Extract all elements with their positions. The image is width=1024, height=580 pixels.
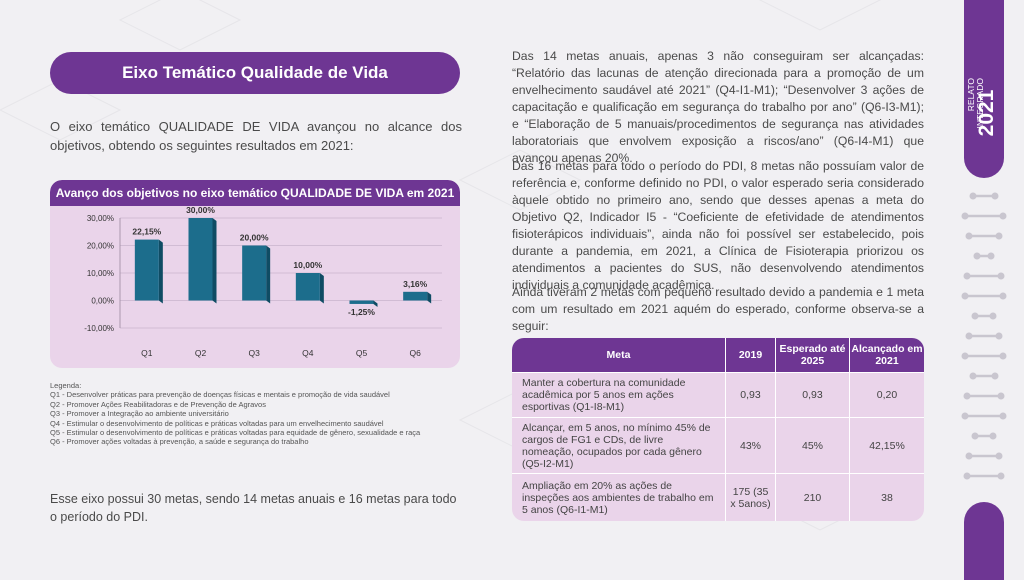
paragraph-pandemic-goals: Ainda tiveram 2 metas com pequeno result…: [512, 285, 924, 333]
y-tick-label: 10,00%: [87, 269, 114, 278]
legend-item-q4: Q4 - Estimular o desenvolvimento de polí…: [50, 418, 384, 428]
cell-meta: Alcançar, em 5 anos, no mínimo 45% de ca…: [512, 417, 726, 473]
sidebar-integrado: INTEGRADO: [975, 78, 985, 129]
bar-q4: [295, 273, 320, 301]
y-tick-label: 0,00%: [91, 297, 114, 306]
legend-item-q5: Q5 - Estimular o desenvolvimento de polí…: [50, 428, 421, 438]
bar-side: [266, 245, 271, 304]
paragraph-pdi-goals: Das 16 metas para todo o período do PDI,…: [512, 159, 924, 292]
legend-item-q2: Q2 - Promover Ações Reabilitadoras e de …: [50, 399, 266, 409]
bar-q5: [349, 300, 374, 304]
legend-item-q1: Q1 - Desenvolver práticas para prevenção…: [50, 390, 390, 400]
legend-item-q3: Q3 - Promover a Integração ao ambiente u…: [50, 409, 229, 419]
sidebar-bottom-tab: [964, 502, 1004, 580]
cell-alcancado: 38: [850, 473, 924, 521]
bar-side: [212, 218, 217, 304]
header-alcancado: Alcançado em 2021: [850, 338, 924, 372]
data-label: -1,25%: [348, 307, 375, 317]
cell-alcancado: 42,15%: [850, 417, 924, 473]
dna-helix-decoration: [961, 192, 1007, 480]
data-label: 22,15%: [132, 227, 161, 237]
chart-legend: Legenda: Q1 - Desenvolver práticas para …: [50, 381, 470, 447]
header-meta: Meta: [512, 338, 726, 372]
paragraph-annual-goals: Das 14 metas anuais, apenas 3 não conseg…: [512, 49, 924, 165]
bar-side: [319, 273, 324, 304]
bar-side: [373, 300, 378, 307]
cell-meta: Ampliação em 20% as ações de inspeções a…: [512, 473, 726, 521]
table-row: Ampliação em 20% as ações de inspeções a…: [512, 473, 924, 521]
data-label: 30,00%: [186, 206, 215, 215]
y-tick-label: -10,00%: [84, 324, 114, 333]
data-label: 20,00%: [240, 233, 269, 243]
cell-esperado: 45%: [776, 417, 850, 473]
cell-alcancado: 0,20: [850, 372, 924, 417]
cell-2019: 0,93: [726, 372, 776, 417]
x-tick-label: Q5: [356, 348, 368, 358]
bar-q6: [403, 291, 428, 301]
x-tick-label: Q4: [302, 348, 314, 358]
header-2019: 2019: [726, 338, 776, 372]
closing-paragraph: Esse eixo possui 30 metas, sendo 14 meta…: [50, 492, 457, 524]
x-tick-label: Q2: [195, 348, 207, 358]
bar-q1: [134, 239, 159, 301]
sidebar-top-tab: [964, 0, 1004, 178]
cell-2019: 43%: [726, 417, 776, 473]
cell-2019: 175 (35 x 5anos): [726, 473, 776, 521]
x-tick-label: Q1: [141, 348, 153, 358]
cell-esperado: 210: [776, 473, 850, 521]
cell-esperado: 0,93: [776, 372, 850, 417]
cell-meta: Manter a cobertura na comunidade acadêmi…: [512, 372, 726, 417]
data-label: 10,00%: [293, 260, 322, 270]
bar-side: [158, 239, 163, 304]
section-title: Eixo Temático Qualidade de Vida: [50, 52, 460, 94]
legend-item-q6: Q6 - Promover ações voltadas à prevenção…: [50, 437, 309, 447]
chart-card: Avanço dos objetivos no eixo temático QU…: [50, 180, 460, 368]
y-tick-label: 30,00%: [87, 214, 114, 223]
header-esperado: Esperado até 2025: [776, 338, 850, 372]
goals-table: Meta 2019 Esperado até 2025 Alcançado em…: [512, 338, 924, 521]
chart-title: Avanço dos objetivos no eixo temático QU…: [50, 180, 460, 206]
intro-paragraph: O eixo temático QUALIDADE DE VIDA avanço…: [50, 119, 462, 153]
table-row: Manter a cobertura na comunidade acadêmi…: [512, 372, 924, 417]
y-tick-label: 20,00%: [87, 242, 114, 251]
bar-chart: 30,00% 20,00% 10,00% 0,00% -10,00% 22,15% Q1 30…: [84, 206, 442, 358]
bar-q3: [242, 245, 267, 301]
sidebar-report-label: RELATO INTEGRADO: [966, 78, 989, 148]
data-label: 3,16%: [403, 279, 428, 289]
x-tick-label: Q3: [248, 348, 260, 358]
x-tick-label: Q6: [409, 348, 421, 358]
legend-title: Legenda:: [50, 381, 82, 390]
table-row: Alcançar, em 5 anos, no mínimo 45% de ca…: [512, 417, 924, 473]
bar-q2: [188, 218, 213, 301]
bar-side: [427, 291, 432, 304]
